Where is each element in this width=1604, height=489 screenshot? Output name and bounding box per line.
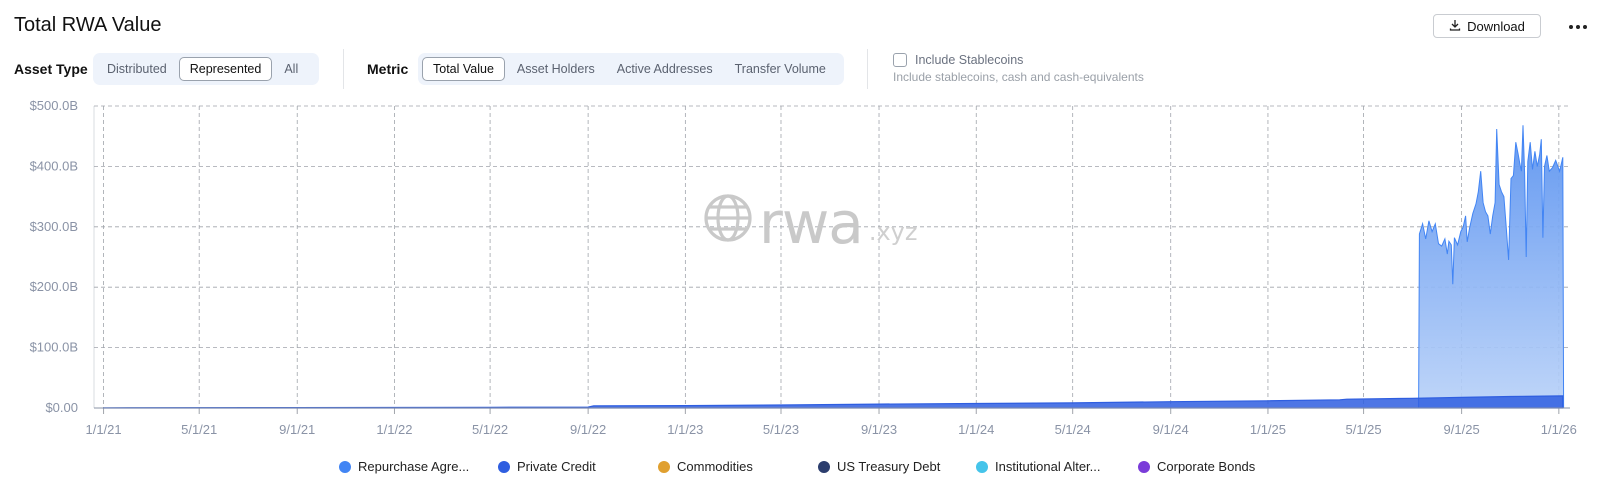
- x-tick-label: 5/1/22: [472, 422, 508, 437]
- y-tick-label: $200.0B: [30, 279, 78, 294]
- legend-label: Corporate Bonds: [1157, 459, 1256, 474]
- series-area-repurchase-agreements: [1418, 125, 1565, 409]
- legend-item[interactable]: Commodities: [658, 459, 753, 474]
- x-tick-label: 9/1/25: [1444, 422, 1480, 437]
- y-tick-label: $300.0B: [30, 219, 78, 234]
- divider: [867, 49, 868, 89]
- y-tick-label: $0.00: [45, 400, 78, 415]
- metric-option-total-value[interactable]: Total Value: [422, 57, 505, 81]
- series-area-private-credit: [102, 395, 1564, 409]
- x-tick-label: 1/1/22: [376, 422, 412, 437]
- metric-option-transfer-volume[interactable]: Transfer Volume: [734, 62, 826, 76]
- watermark-text: rwa: [759, 189, 864, 257]
- watermark-suffix: .xyz: [868, 218, 918, 246]
- globe-icon: [703, 193, 753, 248]
- legend-label: Institutional Alter...: [995, 459, 1101, 474]
- legend-label: US Treasury Debt: [837, 459, 941, 474]
- stablecoins-checkbox[interactable]: [893, 53, 907, 67]
- download-label: Download: [1467, 18, 1525, 34]
- legend-label: Commodities: [677, 459, 753, 474]
- stablecoins-description: Include stablecoins, cash and cash-equiv…: [893, 70, 1144, 84]
- page-title: Total RWA Value: [14, 14, 162, 36]
- x-tick-label: 5/1/23: [763, 422, 799, 437]
- stablecoins-toggle[interactable]: Include Stablecoins: [893, 53, 1023, 67]
- x-tick-label: 1/1/23: [667, 422, 703, 437]
- y-tick-label: $100.0B: [30, 340, 78, 355]
- metric-label: Metric: [367, 61, 409, 77]
- asset-type-option-represented[interactable]: Represented: [178, 57, 273, 81]
- x-tick-label: 1/1/24: [958, 422, 994, 437]
- asset-type-option-all[interactable]: All: [284, 62, 299, 76]
- x-tick-label: 5/1/25: [1346, 422, 1382, 437]
- x-tick-label: 9/1/21: [279, 422, 315, 437]
- x-tick-label: 1/1/26: [1541, 422, 1577, 437]
- download-button[interactable]: Download: [1433, 14, 1541, 38]
- legend-item[interactable]: Private Credit: [498, 459, 596, 474]
- legend-swatch: [976, 460, 988, 473]
- legend-swatch: [1138, 460, 1150, 473]
- metric-option-active-addresses[interactable]: Active Addresses: [616, 62, 713, 76]
- legend-swatch: [818, 460, 830, 473]
- y-tick-label: $500.0B: [30, 98, 78, 113]
- legend-swatch: [658, 460, 670, 473]
- stablecoins-label: Include Stablecoins: [915, 53, 1024, 67]
- y-tick-label: $400.0B: [30, 158, 78, 173]
- metric-option-asset-holders[interactable]: Asset Holders: [516, 62, 595, 76]
- watermark: rwa .xyz: [703, 189, 918, 257]
- x-tick-label: 9/1/23: [861, 422, 897, 437]
- asset-type-option-distributed[interactable]: Distributed: [107, 62, 167, 76]
- legend-item[interactable]: Institutional Alter...: [976, 459, 1101, 474]
- x-tick-label: 1/1/21: [85, 422, 121, 437]
- x-tick-label: 5/1/21: [181, 422, 217, 437]
- x-tick-label: 9/1/22: [570, 422, 606, 437]
- download-icon: [1449, 19, 1461, 34]
- legend-label: Private Credit: [517, 459, 596, 474]
- legend-item[interactable]: Corporate Bonds: [1138, 459, 1255, 474]
- asset-type-selector: Distributed Represented All: [93, 53, 319, 85]
- x-tick-label: 5/1/24: [1055, 422, 1091, 437]
- more-options-button[interactable]: [1566, 15, 1590, 37]
- metric-selector: Total Value Asset Holders Active Addresses…: [418, 53, 844, 85]
- legend-swatch: [339, 460, 351, 473]
- x-tick-label: 1/1/25: [1250, 422, 1286, 437]
- x-tick-label: 9/1/24: [1153, 422, 1189, 437]
- more-horizontal-icon: [1568, 17, 1588, 35]
- legend-swatch: [498, 460, 510, 473]
- legend-label: Repurchase Agre...: [358, 459, 470, 474]
- legend-item[interactable]: US Treasury Debt: [818, 459, 940, 474]
- divider: [343, 49, 344, 89]
- legend-item[interactable]: Repurchase Agre...: [339, 459, 469, 474]
- asset-type-label: Asset Type: [14, 61, 88, 77]
